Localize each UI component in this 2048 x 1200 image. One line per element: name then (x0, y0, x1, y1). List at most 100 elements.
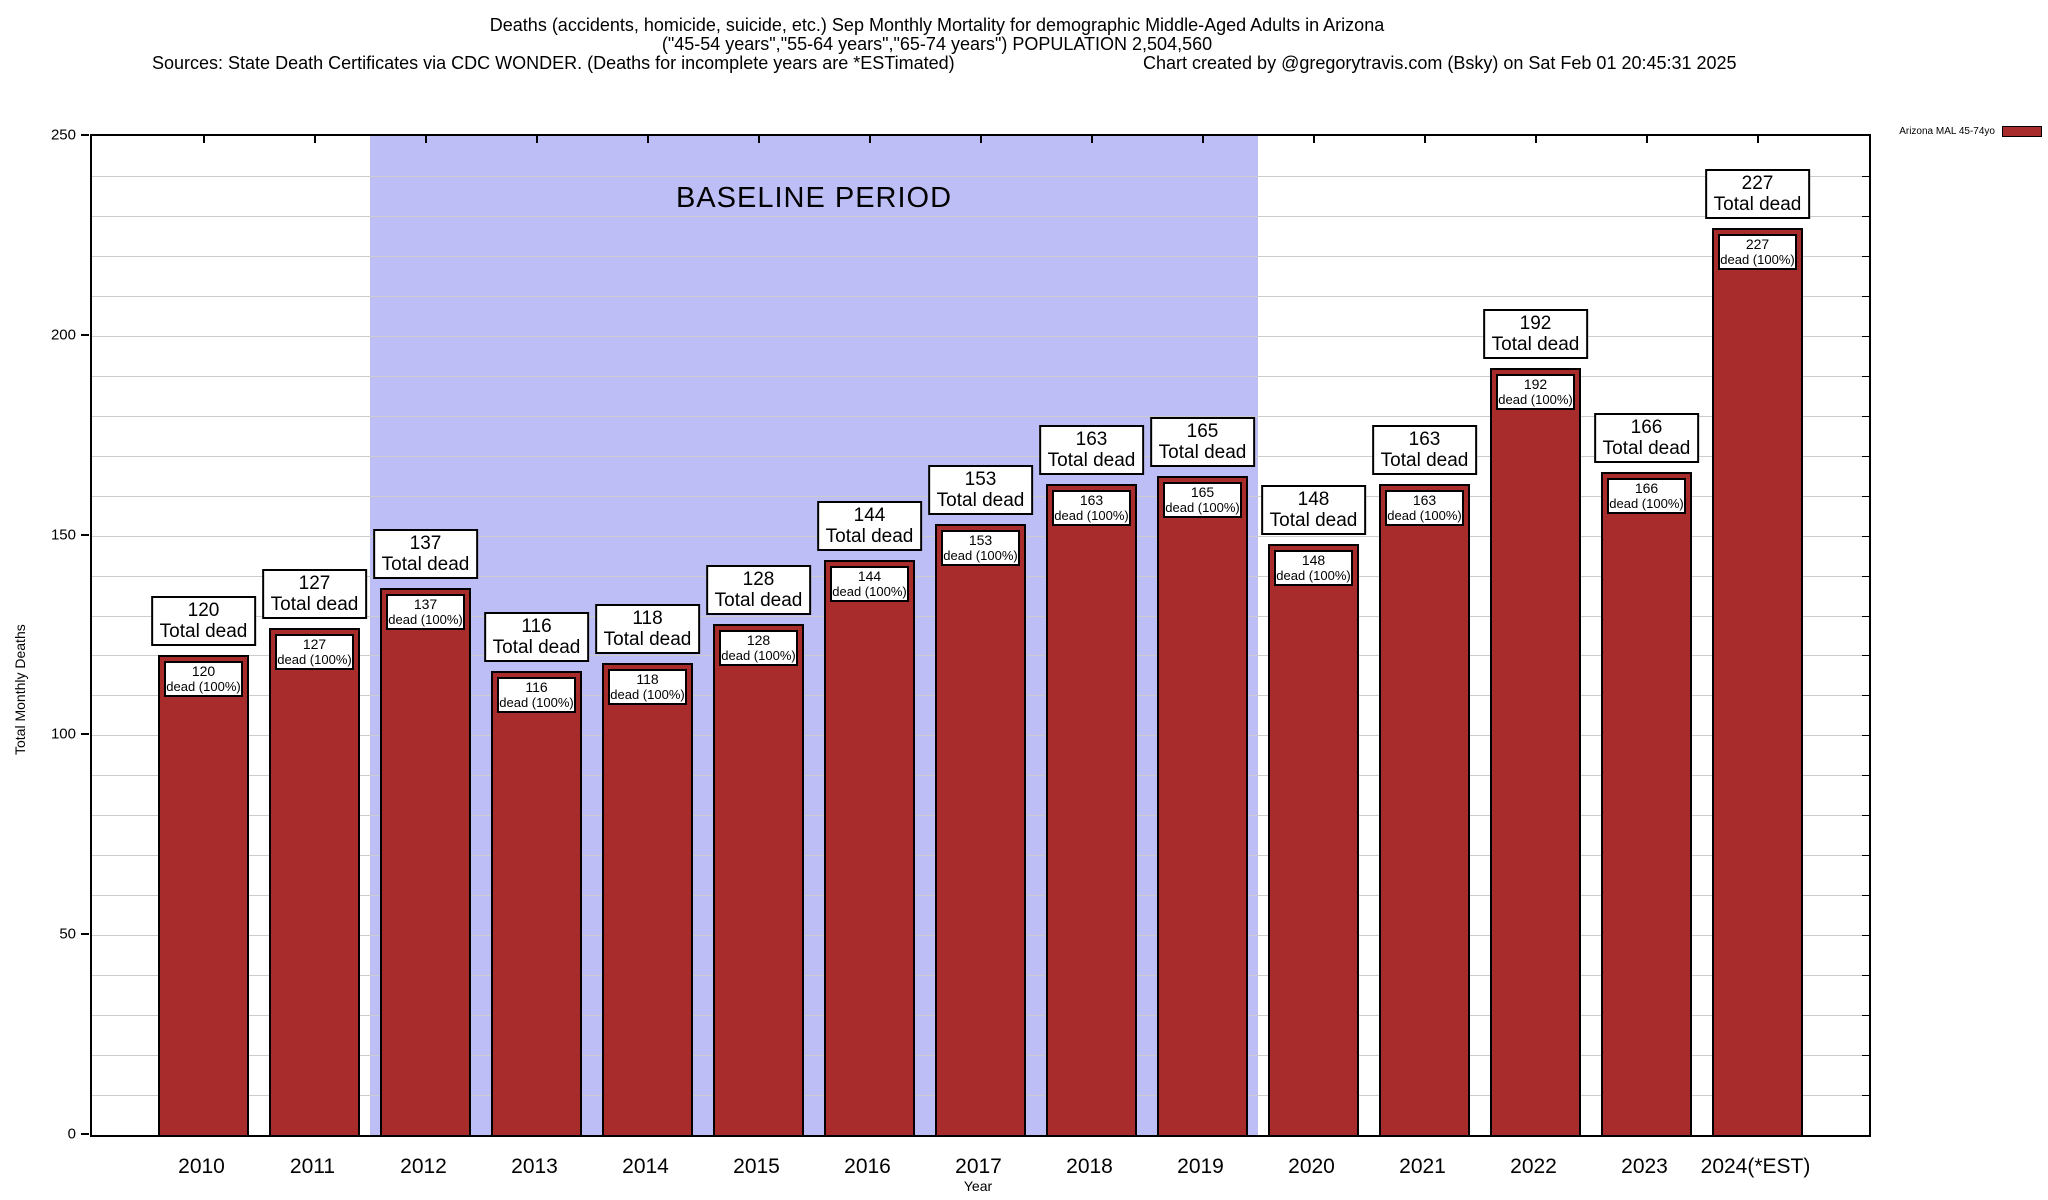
bar-total-label: 148 Total dead (1260, 484, 1367, 535)
x-tick-top (313, 136, 316, 143)
bar-total-label: 192 Total dead (1482, 308, 1589, 359)
bar-total-label: 127 Total dead (261, 568, 368, 619)
y-tick-right (1862, 375, 1869, 377)
bar-2016 (824, 559, 915, 1135)
x-tick-top (757, 136, 760, 143)
y-tick-right (1862, 575, 1869, 577)
y-tick-mark (81, 333, 89, 336)
bar-inner-caption: dead (100%) (832, 583, 907, 599)
bar-total-value: 166 (1630, 416, 1663, 438)
bar-inner-caption: dead (100%) (277, 651, 352, 667)
bar-2020 (1268, 543, 1359, 1135)
x-tick-top (1645, 136, 1648, 143)
bar-inner-caption: dead (100%) (166, 679, 241, 695)
y-gridline (92, 255, 1869, 257)
bar-total-caption: Total dead (1602, 437, 1691, 459)
x-tick-top (979, 136, 982, 143)
bar-inner-value: 163 (1079, 491, 1104, 508)
y-tick-right (1862, 535, 1869, 537)
x-tick-label-2011: 2011 (289, 1155, 336, 1178)
bar-total-label: 118 Total dead (594, 604, 701, 655)
bar-total-value: 163 (1075, 428, 1108, 450)
bar-total-label: 166 Total dead (1593, 412, 1700, 463)
x-tick-label-2021: 2021 (1399, 1155, 1446, 1178)
y-tick-label: 100 (50, 725, 76, 743)
y-tick-label: 0 (67, 1125, 76, 1143)
y-tick-right (1862, 175, 1869, 177)
bar-inner-label: 165 dead (100%) (1163, 481, 1242, 518)
bar-2013 (491, 671, 582, 1135)
bar-total-caption: Total dead (1047, 449, 1136, 471)
chart-title: Deaths (accidents, homicide, suicide, et… (489, 15, 1385, 35)
x-tick-top (1201, 136, 1204, 143)
x-tick-label-2016: 2016 (844, 1155, 891, 1178)
bar-inner-caption: dead (100%) (1165, 499, 1240, 515)
bar-inner-caption: dead (100%) (610, 687, 685, 703)
bar-2018 (1046, 483, 1137, 1135)
bar-total-value: 118 (632, 608, 663, 630)
y-gridline (92, 455, 1869, 457)
bar-total-value: 163 (1408, 428, 1441, 450)
y-tick-mark (81, 134, 89, 136)
x-tick-label-2019: 2019 (1177, 1155, 1224, 1178)
bar-total-caption: Total dead (381, 553, 470, 575)
bar-total-value: 137 (409, 532, 442, 554)
bar-inner-value: 137 (413, 595, 438, 612)
bar-inner-value: 120 (191, 663, 216, 680)
bar-total-label: 165 Total dead (1149, 416, 1256, 467)
bar-total-caption: Total dead (936, 489, 1025, 511)
y-tick-right (1862, 335, 1869, 337)
x-tick-label-2020: 2020 (1288, 1155, 1335, 1178)
bar-inner-caption: dead (100%) (1387, 507, 1462, 523)
bar-inner-label: 127 dead (100%) (275, 633, 354, 670)
bar-inner-value: 148 (1301, 551, 1326, 568)
y-tick-right (1862, 415, 1869, 417)
y-tick-right (1862, 455, 1869, 457)
bar-inner-value: 166 (1634, 479, 1659, 496)
bar-inner-label: 163 dead (100%) (1385, 489, 1464, 526)
bar-inner-caption: dead (100%) (388, 611, 463, 627)
bar-2015 (713, 623, 804, 1135)
bar-2017 (935, 523, 1026, 1135)
bar-inner-value: 128 (746, 631, 771, 648)
bar-2010 (158, 655, 249, 1135)
y-tick-right (1862, 975, 1869, 977)
y-tick-right (1862, 615, 1869, 617)
y-tick-label: 250 (50, 126, 76, 144)
y-gridline (92, 335, 1869, 337)
x-tick-label-2018: 2018 (1066, 1155, 1113, 1178)
bar-total-label: 153 Total dead (927, 464, 1034, 515)
bar-total-caption: Total dead (492, 637, 581, 659)
x-tick-label-2023: 2023 (1621, 1155, 1668, 1178)
y-tick-right (1862, 895, 1869, 897)
bar-total-caption: Total dead (159, 621, 248, 643)
bar-2024(*EST) (1712, 227, 1803, 1135)
y-tick-mark (81, 1133, 89, 1135)
bar-total-caption: Total dead (1380, 449, 1469, 471)
bar-inner-value: 127 (302, 635, 327, 652)
bar-total-label: 120 Total dead (150, 596, 257, 647)
y-tick-right (1862, 255, 1869, 257)
bar-inner-caption: dead (100%) (1054, 507, 1129, 523)
credit-note: Chart created by @gregorytravis.com (Bsk… (1143, 53, 1737, 73)
bar-total-label: 128 Total dead (705, 564, 812, 615)
chart-subtitle: ("45-54 years","55-64 years","65-74 year… (661, 34, 1213, 54)
y-tick-right (1862, 1095, 1869, 1097)
x-tick-top (1312, 136, 1315, 143)
y-tick-right (1862, 775, 1869, 777)
bar-inner-label: 128 dead (100%) (719, 629, 798, 666)
x-tick-top (535, 136, 538, 143)
x-tick-top (868, 136, 871, 143)
bar-total-caption: Total dead (1713, 193, 1802, 215)
legend-series-label: Arizona MAL 45-74yo (1899, 126, 1995, 137)
y-gridline (92, 175, 1869, 177)
y-tick-right (1862, 855, 1869, 857)
bar-total-value: 227 (1741, 172, 1774, 194)
y-tick-mark (81, 733, 89, 736)
y-tick-right (1862, 295, 1869, 297)
y-tick-label: 50 (59, 925, 76, 943)
bar-total-caption: Total dead (1491, 333, 1580, 355)
y-tick-label: 150 (50, 526, 76, 544)
bar-inner-caption: dead (100%) (1276, 567, 1351, 583)
